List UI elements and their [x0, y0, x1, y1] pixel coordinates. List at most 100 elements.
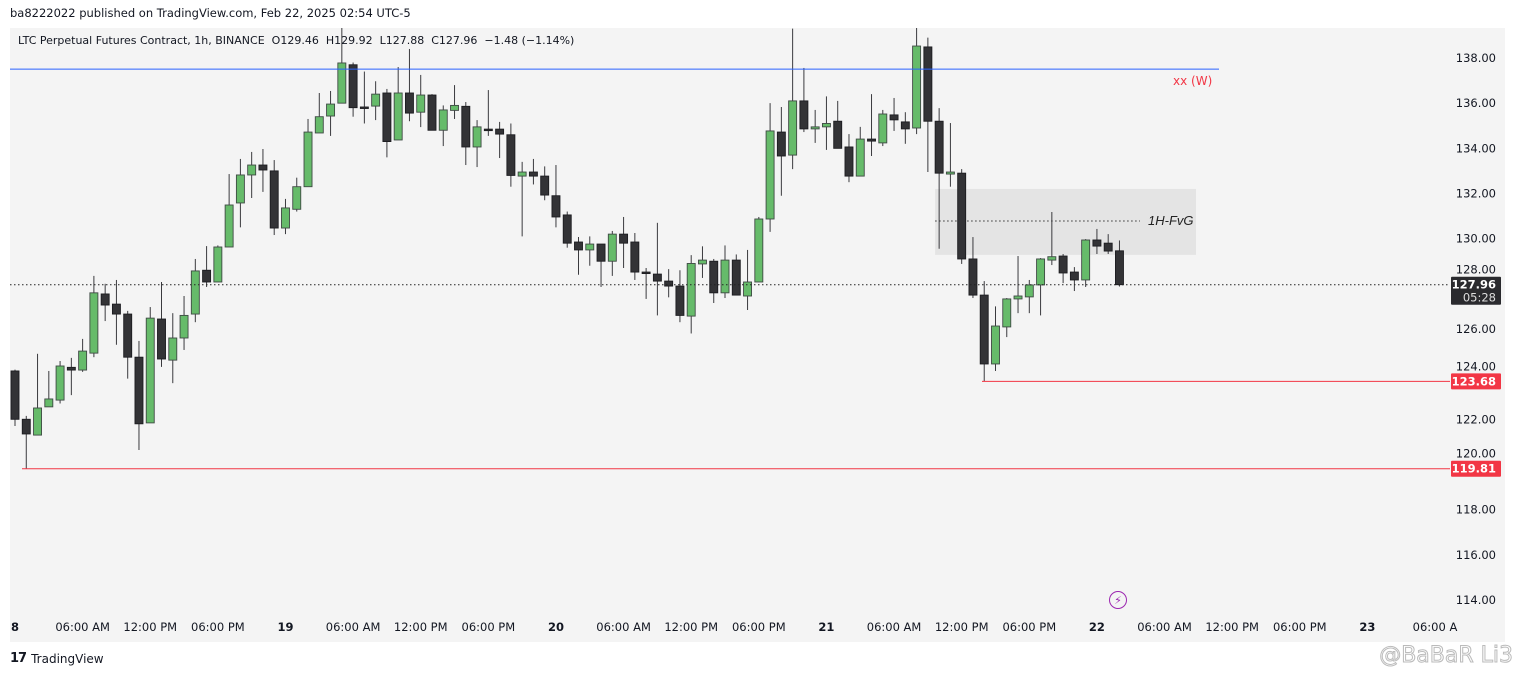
candle[interactable] [66, 357, 76, 396]
candle[interactable] [945, 123, 955, 187]
candle[interactable] [405, 48, 414, 122]
candle[interactable] [202, 246, 212, 287]
candle[interactable] [416, 74, 426, 128]
candle[interactable] [157, 281, 166, 367]
candle[interactable] [44, 370, 54, 408]
candle[interactable] [900, 112, 910, 144]
candle[interactable] [168, 313, 178, 384]
candle[interactable] [247, 151, 257, 198]
candle[interactable] [472, 120, 482, 168]
candle[interactable] [619, 216, 629, 268]
candle[interactable] [788, 28, 798, 170]
candle[interactable] [720, 245, 730, 299]
candle[interactable] [664, 269, 674, 298]
candle[interactable] [100, 283, 110, 322]
candle[interactable] [641, 267, 651, 299]
candle[interactable] [912, 26, 922, 135]
lightning-icon[interactable]: ⚡ [1109, 591, 1127, 609]
candle[interactable] [686, 255, 696, 334]
candle[interactable] [78, 338, 88, 372]
legend-symbol[interactable]: LTC Perpetual Futures Contract, 1h, BINA… [18, 34, 265, 47]
candle[interactable] [574, 237, 583, 275]
candle[interactable] [889, 97, 899, 131]
candle[interactable] [540, 166, 550, 201]
candle[interactable] [765, 103, 775, 232]
candle[interactable] [483, 90, 493, 136]
candle[interactable] [698, 246, 707, 278]
candle[interactable] [844, 134, 854, 183]
candle[interactable] [10, 369, 20, 427]
candle[interactable] [1092, 228, 1102, 254]
candle[interactable] [585, 236, 595, 266]
candle[interactable] [855, 126, 865, 177]
candle[interactable] [968, 237, 978, 299]
candle[interactable] [359, 71, 369, 124]
candle[interactable] [450, 85, 459, 119]
candle[interactable] [991, 306, 1000, 371]
candle[interactable] [314, 92, 324, 134]
candle[interactable] [551, 165, 561, 228]
candle[interactable] [596, 243, 606, 287]
candle[interactable] [427, 94, 437, 131]
candle[interactable] [517, 161, 527, 237]
candle[interactable] [213, 245, 223, 283]
candle[interactable] [303, 118, 313, 188]
candle[interactable] [957, 169, 967, 264]
candle[interactable] [867, 94, 876, 156]
candle[interactable] [179, 295, 189, 350]
candle[interactable] [292, 177, 302, 212]
candle[interactable] [21, 415, 31, 469]
chart-pane[interactable] [10, 28, 1505, 642]
candle[interactable] [630, 232, 640, 280]
candle[interactable] [776, 106, 786, 196]
candle[interactable] [438, 105, 448, 147]
candle[interactable] [1081, 239, 1091, 287]
candle[interactable] [799, 67, 809, 133]
candle[interactable] [134, 340, 144, 450]
candle[interactable] [495, 121, 505, 159]
candle[interactable] [1036, 258, 1046, 316]
candle[interactable] [607, 230, 617, 276]
candle[interactable] [224, 174, 234, 248]
candle[interactable] [235, 158, 245, 228]
candle[interactable] [821, 96, 831, 150]
candle[interactable] [258, 148, 268, 192]
candle[interactable] [934, 108, 944, 249]
candle[interactable] [743, 249, 752, 310]
candle[interactable] [190, 258, 200, 323]
candle[interactable] [1058, 253, 1068, 284]
candle[interactable] [1024, 279, 1034, 314]
candle[interactable] [1047, 211, 1057, 266]
candle[interactable] [709, 258, 719, 303]
candle[interactable] [55, 361, 65, 404]
candle[interactable] [393, 67, 403, 141]
candle[interactable] [1002, 298, 1012, 338]
candle[interactable] [111, 279, 121, 345]
candle[interactable] [89, 275, 99, 358]
candle[interactable] [979, 281, 989, 382]
candle[interactable] [269, 160, 279, 236]
candle[interactable] [326, 90, 336, 136]
candle[interactable] [810, 109, 820, 143]
candle[interactable] [348, 62, 358, 117]
candle[interactable] [878, 109, 888, 147]
candle[interactable] [562, 211, 572, 248]
candle[interactable] [33, 353, 42, 436]
candle[interactable] [281, 198, 290, 235]
candle[interactable] [528, 158, 538, 185]
candle[interactable] [675, 270, 685, 323]
candle[interactable] [337, 26, 347, 104]
candle[interactable] [123, 310, 133, 379]
candle[interactable] [923, 37, 933, 173]
candle[interactable] [731, 254, 741, 296]
candle[interactable] [382, 88, 392, 158]
candle[interactable] [1069, 267, 1079, 292]
candle[interactable] [371, 81, 381, 121]
candle[interactable] [833, 100, 843, 149]
candle[interactable] [461, 102, 471, 166]
candle[interactable] [652, 222, 662, 316]
candle[interactable] [1103, 234, 1113, 254]
candle[interactable] [506, 123, 516, 187]
candle[interactable] [145, 307, 155, 424]
